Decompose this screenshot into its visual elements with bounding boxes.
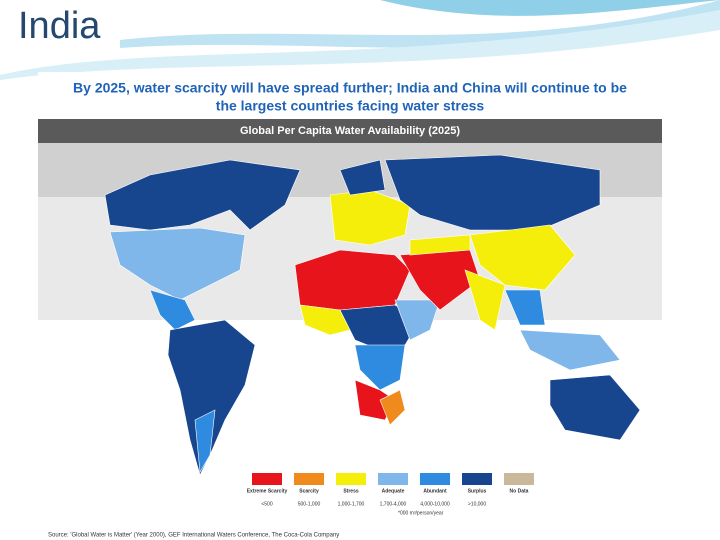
legend-swatch xyxy=(504,473,534,485)
legend-swatch xyxy=(462,473,492,485)
decor-wave xyxy=(380,0,720,16)
figure-heading: the largest countries facing water stres… xyxy=(216,98,485,114)
figure-heading: By 2025, water scarcity will have spread… xyxy=(73,80,627,96)
legend-label: Scarcity xyxy=(299,488,319,494)
legend-range: 1,000-1,700 xyxy=(338,501,365,507)
source-note: Source: 'Global Water is Matter' (Year 2… xyxy=(48,533,339,539)
legend-label: Surplus xyxy=(468,488,487,494)
legend-swatch xyxy=(378,473,408,485)
slide-title: India xyxy=(18,5,101,47)
unit-note: *000 m³/person/year xyxy=(398,510,444,516)
legend-label: Abundant xyxy=(423,488,447,494)
legend-label: Adequate xyxy=(382,488,405,494)
legend: Extreme Scarcity <500 Scarcity 500-1,000 Str… xyxy=(247,473,534,507)
legend-label: No Data xyxy=(510,488,529,494)
legend-range: 4,000-10,000 xyxy=(420,501,450,507)
decor-wave xyxy=(0,10,720,80)
legend-range: >10,000 xyxy=(468,501,486,507)
legend-label: Extreme Scarcity xyxy=(247,488,288,494)
legend-swatch xyxy=(336,473,366,485)
legend-label: Stress xyxy=(343,488,359,494)
world-map xyxy=(104,154,641,476)
map-title-bar xyxy=(38,119,662,143)
legend-swatch xyxy=(252,473,282,485)
legend-range: 1,700-4,000 xyxy=(380,501,407,507)
legend-swatch xyxy=(294,473,324,485)
legend-range: 500-1,000 xyxy=(298,501,321,507)
map-title: Global Per Capita Water Availability (20… xyxy=(240,125,460,137)
legend-range: <500 xyxy=(261,501,272,507)
legend-swatch xyxy=(420,473,450,485)
